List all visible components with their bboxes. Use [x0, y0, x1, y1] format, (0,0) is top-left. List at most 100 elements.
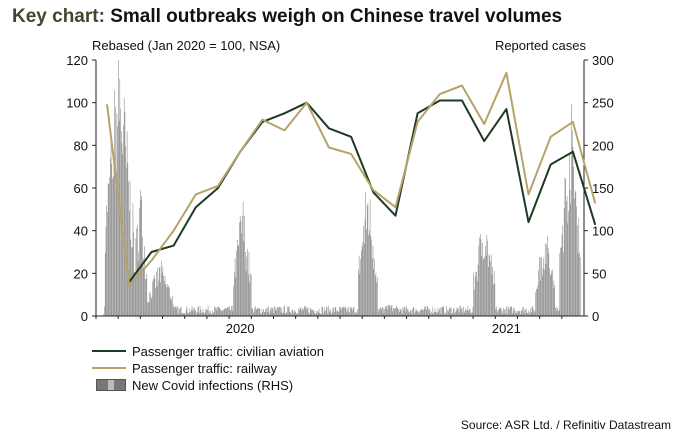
covid-bar — [219, 308, 221, 316]
covid-bar — [487, 240, 488, 316]
covid-bar — [441, 307, 442, 316]
series-line-aviation — [128, 99, 597, 283]
covid-bar — [107, 183, 109, 316]
data-point-aviation — [439, 99, 441, 102]
covid-bar — [388, 304, 389, 316]
covid-bar — [500, 308, 501, 316]
covid-bar — [478, 245, 480, 316]
covid-bar — [194, 310, 196, 316]
data-point-aviation — [350, 136, 352, 138]
covid-bar — [363, 243, 365, 316]
covid-bar — [107, 211, 108, 316]
covid-bar — [375, 273, 377, 316]
covid-bar — [507, 306, 509, 316]
covid-bar — [256, 309, 258, 316]
covid-bar — [388, 305, 390, 316]
covid-bar — [477, 281, 478, 316]
covid-bar — [523, 313, 525, 316]
covid-bar — [553, 288, 555, 316]
covid-bar — [112, 178, 113, 316]
covid-bar — [462, 312, 464, 316]
covid-bar — [390, 305, 392, 316]
covid-bar — [133, 232, 134, 316]
covid-bar — [538, 269, 539, 316]
covid-bar — [558, 309, 560, 316]
covid-bar — [247, 274, 249, 316]
covid-bar — [409, 310, 411, 316]
covid-bar — [115, 187, 117, 316]
covid-bar — [490, 254, 492, 316]
covid-bar — [501, 308, 502, 316]
covid-bar — [561, 234, 563, 316]
covid-bar — [147, 301, 149, 316]
data-point-railway — [217, 185, 219, 187]
covid-bar — [415, 311, 416, 316]
covid-bar — [373, 268, 375, 316]
covid-bar — [451, 313, 453, 316]
covid-bar — [355, 312, 356, 316]
covid-bar — [268, 306, 269, 316]
covid-bar — [460, 305, 461, 316]
covid-bar — [351, 307, 353, 316]
covid-bar — [347, 311, 349, 316]
covid-bar — [377, 312, 379, 316]
covid-bar — [374, 259, 375, 316]
covid-bar — [423, 308, 425, 316]
covid-bar — [517, 311, 518, 316]
covid-bar — [421, 309, 423, 316]
covid-bar — [562, 225, 564, 316]
covid-bar — [434, 311, 435, 316]
data-point-aviation — [328, 127, 330, 130]
covid-bar — [112, 176, 114, 316]
covid-bar — [290, 312, 291, 316]
covid-bar — [494, 283, 496, 316]
covid-bar — [404, 311, 406, 316]
covid-bar — [412, 307, 414, 316]
covid-bar — [285, 313, 287, 316]
covid-bar — [249, 282, 250, 316]
covid-bar — [206, 309, 207, 316]
covid-bar — [470, 313, 472, 316]
left-tick-label: 0 — [81, 309, 88, 324]
title-text: Small outbreaks weigh on Chinese travel … — [110, 6, 563, 27]
covid-bar — [574, 198, 575, 316]
covid-bar — [287, 306, 288, 316]
data-point-aviation — [150, 251, 153, 253]
right-tick-label: 200 — [592, 138, 614, 153]
covid-bar — [281, 308, 283, 316]
covid-bar — [143, 269, 145, 316]
covid-bar — [205, 308, 207, 316]
covid-bar — [431, 311, 432, 316]
covid-bar — [542, 275, 543, 316]
covid-bar — [234, 271, 235, 316]
covid-bar — [353, 307, 355, 316]
covid-bar — [502, 311, 504, 316]
covid-bar — [355, 312, 357, 316]
covid-bar — [484, 256, 485, 316]
covid-bar — [358, 269, 359, 316]
covid-bar — [191, 310, 192, 316]
covid-bar — [436, 311, 437, 316]
covid-bar — [149, 292, 151, 316]
covid-bar — [307, 309, 308, 316]
covid-bar — [132, 203, 134, 316]
covid-bar — [150, 293, 151, 316]
covid-bar — [475, 271, 477, 316]
covid-bar — [579, 257, 581, 316]
covid-bar — [522, 307, 523, 316]
covid-bar — [193, 307, 195, 316]
left-axis-label: Rebased (Jan 2020 = 100, NSA) — [92, 38, 281, 53]
legend-label-covid: New Covid infections (RHS) — [132, 377, 294, 393]
covid-bar — [339, 306, 340, 316]
covid-bar — [456, 307, 458, 316]
covid-bar — [288, 306, 289, 316]
covid-bar — [398, 312, 400, 316]
covid-bar — [311, 310, 313, 316]
covid-bar — [378, 308, 380, 316]
covid-bar — [525, 309, 526, 316]
covid-bar — [513, 310, 515, 316]
covid-bar — [226, 308, 227, 316]
covid-bar — [177, 306, 178, 316]
covid-bar — [563, 252, 564, 316]
covid-bar — [272, 308, 273, 316]
